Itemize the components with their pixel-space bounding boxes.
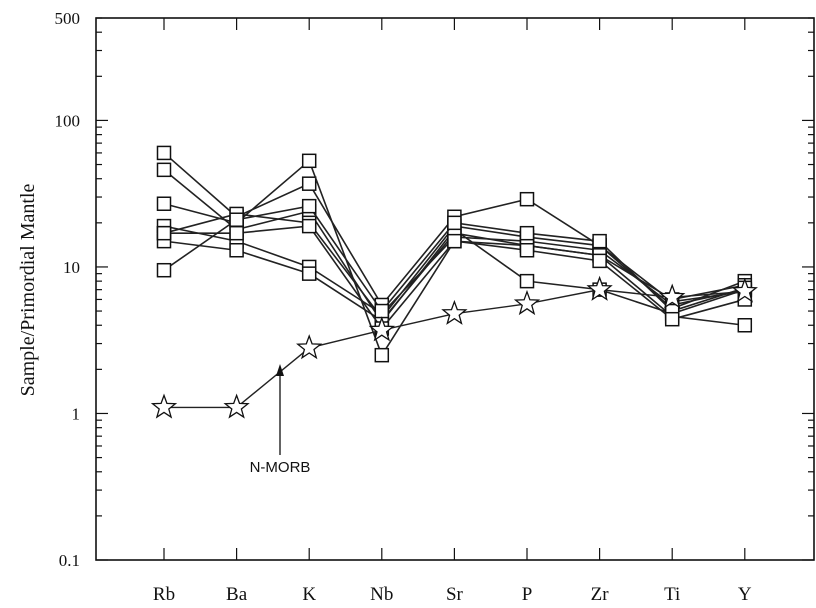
square-marker bbox=[737, 318, 753, 333]
n-morb-annotation: N-MORB bbox=[250, 459, 311, 476]
star-marker bbox=[731, 277, 758, 303]
reference-series-layer bbox=[150, 275, 758, 419]
n-morb-series bbox=[150, 275, 758, 419]
square-marker bbox=[156, 225, 172, 241]
square-marker bbox=[592, 253, 607, 269]
square-marker bbox=[156, 145, 172, 161]
square-marker bbox=[301, 266, 317, 281]
square-marker bbox=[592, 233, 607, 249]
square-marker bbox=[301, 198, 317, 214]
star-marker bbox=[441, 299, 468, 325]
y-tick-label: 500 bbox=[55, 9, 81, 28]
sample-series bbox=[156, 153, 753, 363]
square-marker bbox=[664, 311, 680, 327]
y-axis-title: Sample/Primordial Mantle bbox=[17, 184, 39, 397]
star-marker bbox=[659, 283, 686, 309]
square-marker bbox=[519, 225, 535, 241]
square-marker bbox=[301, 153, 317, 169]
square-marker bbox=[229, 225, 244, 241]
square-marker bbox=[447, 233, 462, 249]
square-marker bbox=[519, 273, 535, 289]
square-marker bbox=[301, 176, 317, 191]
series-layer bbox=[156, 145, 753, 363]
square-marker bbox=[374, 347, 390, 363]
x-tick-label: K bbox=[302, 584, 316, 605]
y-tick-label: 0.1 bbox=[59, 551, 80, 570]
square-marker bbox=[229, 212, 244, 227]
x-tick-label: P bbox=[522, 584, 533, 605]
square-marker bbox=[519, 242, 535, 258]
x-tick-label: Ba bbox=[226, 584, 248, 605]
star-marker bbox=[296, 334, 323, 360]
square-marker bbox=[301, 218, 317, 234]
square-marker bbox=[156, 196, 172, 211]
star-marker bbox=[368, 316, 395, 342]
x-tick-label: Nb bbox=[370, 584, 393, 605]
y-tick-label: 100 bbox=[55, 111, 81, 130]
x-tick-label: Y bbox=[738, 584, 752, 605]
star-marker bbox=[586, 275, 613, 301]
y-axis-right bbox=[802, 17, 814, 561]
square-marker bbox=[374, 303, 390, 319]
star-marker bbox=[513, 289, 541, 316]
x-tick-label: Ti bbox=[664, 584, 680, 605]
y-tick-label: 10 bbox=[63, 258, 80, 277]
x-axis: Rb Ba K Nb Sr P Zr Ti Y bbox=[153, 18, 752, 605]
star-marker bbox=[223, 393, 250, 419]
series-line bbox=[163, 159, 745, 357]
x-tick-label: Rb bbox=[153, 584, 175, 605]
square-marker bbox=[156, 262, 172, 278]
y-tick-label: 1 bbox=[72, 404, 81, 423]
plot-frame bbox=[95, 17, 815, 561]
square-marker bbox=[156, 162, 172, 178]
star-marker bbox=[150, 393, 178, 419]
square-marker bbox=[519, 191, 535, 207]
n-morb-annotation-arrowhead bbox=[276, 364, 284, 376]
square-marker bbox=[229, 242, 244, 258]
x-tick-label: Zr bbox=[591, 584, 610, 605]
square-marker bbox=[447, 215, 462, 231]
y-axis-left: 0.1 1 10 100 500 bbox=[55, 9, 108, 570]
x-tick-label: Sr bbox=[446, 584, 464, 605]
